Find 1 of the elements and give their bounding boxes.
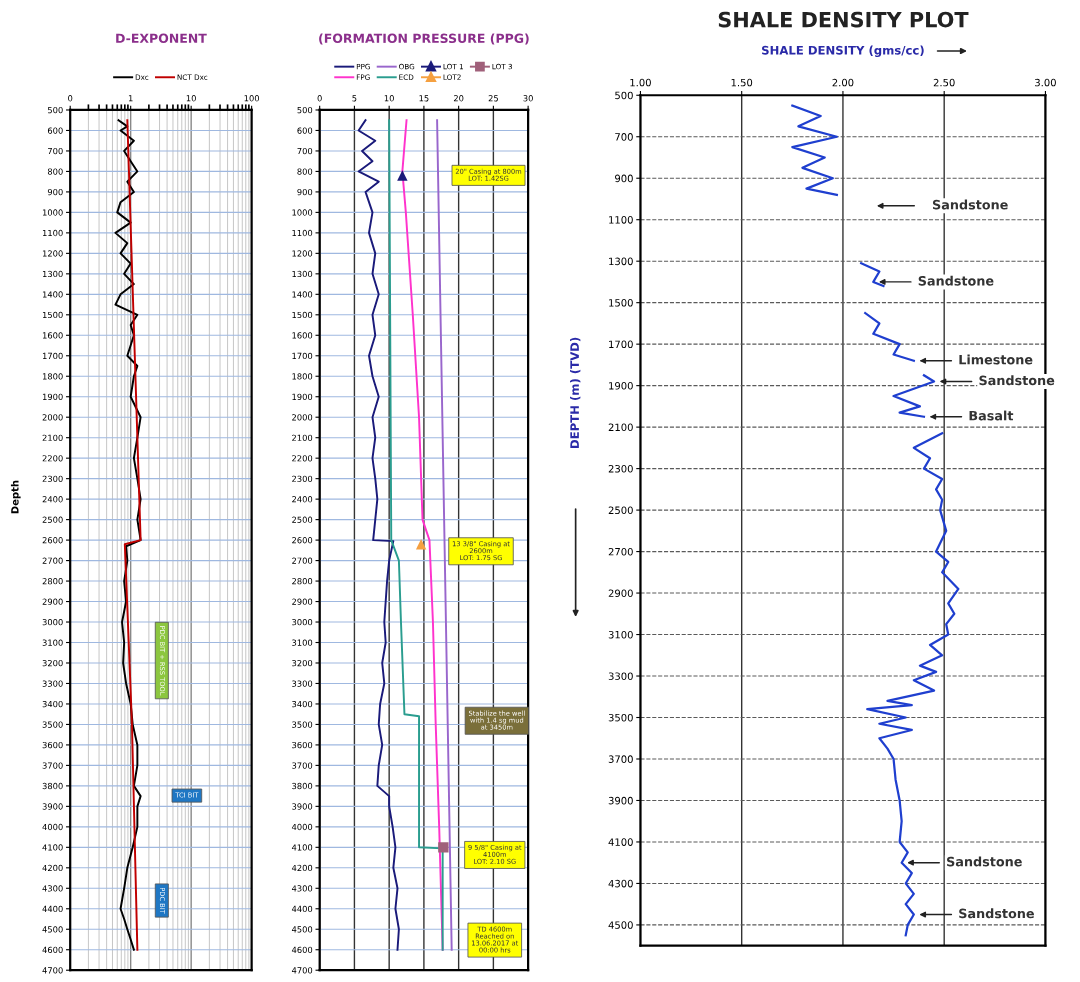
- chart-title: SHALE DENSITY PLOT: [718, 11, 969, 28]
